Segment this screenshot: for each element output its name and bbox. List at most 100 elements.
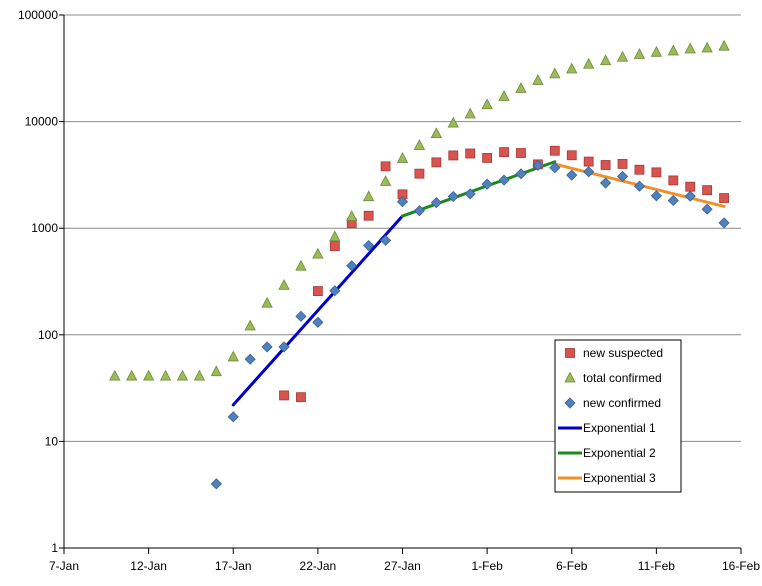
- new-confirmed-point: [312, 316, 324, 328]
- legend-swatch-new-confirmed: [564, 397, 576, 409]
- total-confirmed-point: [126, 369, 138, 381]
- total-confirmed-point: [583, 57, 595, 69]
- markers-layer: [109, 39, 730, 490]
- new-confirmed-point: [380, 234, 392, 246]
- new-suspected-point: [702, 185, 713, 196]
- new-suspected-point: [431, 157, 442, 168]
- new-suspected-point: [549, 145, 560, 156]
- y-tick-label: 10: [45, 434, 59, 448]
- new-confirmed-point: [244, 353, 256, 365]
- legend-label: Exponential 2: [583, 446, 656, 460]
- new-suspected-point: [634, 164, 645, 175]
- total-confirmed-point: [481, 98, 493, 110]
- total-confirmed-point: [566, 62, 578, 74]
- new-confirmed-point: [210, 478, 222, 490]
- total-confirmed-point: [650, 45, 663, 57]
- new-suspected-point: [651, 167, 662, 178]
- new-suspected-point: [668, 175, 679, 186]
- x-tick-label: 22-Jan: [300, 559, 337, 573]
- total-confirmed-point: [549, 67, 561, 79]
- legend-label: Exponential 3: [583, 471, 656, 485]
- new-suspected-point: [465, 148, 476, 159]
- new-confirmed-point: [430, 197, 442, 209]
- new-confirmed-point: [633, 180, 646, 192]
- total-confirmed-point: [667, 44, 679, 56]
- legend-label: new suspected: [583, 346, 663, 360]
- axis-layer: 1 10 100 1000 10000 100000 7-Jan 12-Jan 17-Jan 22…: [18, 8, 760, 573]
- total-confirmed-point: [261, 296, 273, 308]
- new-confirmed-point: [549, 162, 561, 174]
- new-confirmed-point: [684, 190, 696, 202]
- total-confirmed-point: [295, 259, 307, 271]
- total-confirmed-point: [599, 54, 612, 66]
- new-suspected-point: [617, 159, 628, 169]
- new-suspected-point: [516, 148, 526, 158]
- new-confirmed-point: [413, 205, 425, 217]
- x-tick-label: 6-Feb: [556, 559, 588, 573]
- new-confirmed-point: [566, 169, 578, 181]
- new-suspected-point: [279, 390, 289, 401]
- legend-swatch-new-suspected: [565, 348, 575, 358]
- total-confirmed-point: [176, 369, 189, 381]
- new-suspected-point: [296, 392, 306, 403]
- new-suspected-point: [414, 168, 425, 179]
- total-confirmed-point: [464, 107, 476, 119]
- total-confirmed-point: [379, 175, 392, 186]
- new-suspected-point: [719, 193, 729, 203]
- x-tick-label: 1-Feb: [471, 559, 503, 573]
- total-confirmed-point: [616, 50, 629, 62]
- new-confirmed-point: [278, 341, 290, 353]
- new-suspected-point: [499, 147, 509, 158]
- new-confirmed-point: [498, 174, 510, 186]
- total-confirmed-point: [515, 82, 527, 93]
- new-suspected-point: [448, 150, 459, 161]
- new-confirmed-point: [718, 217, 730, 229]
- total-confirmed-point: [312, 247, 324, 259]
- new-suspected-point: [566, 150, 577, 161]
- new-confirmed-point: [346, 260, 358, 272]
- new-confirmed-point: [532, 159, 544, 171]
- new-suspected-point: [600, 160, 611, 170]
- new-confirmed-point: [616, 170, 629, 182]
- new-suspected-point: [380, 161, 391, 172]
- new-confirmed-point: [515, 168, 527, 180]
- y-tick-label: 100000: [18, 8, 58, 22]
- new-confirmed-point: [481, 178, 493, 190]
- total-confirmed-point: [718, 39, 730, 51]
- total-confirmed-point: [532, 74, 544, 85]
- total-confirmed-point: [142, 369, 155, 381]
- new-confirmed-point: [701, 203, 713, 215]
- total-confirmed-point: [329, 230, 341, 242]
- new-confirmed-point: [583, 166, 595, 178]
- total-confirmed-point: [227, 350, 239, 362]
- total-confirmed-point: [362, 190, 375, 202]
- x-tick-label: 11-Feb: [638, 559, 675, 573]
- legend-swatch-total-confirmed: [564, 371, 576, 383]
- new-confirmed-point: [363, 239, 375, 252]
- legend-label: new confirmed: [583, 396, 661, 410]
- y-tick-label: 1: [51, 541, 58, 555]
- legend: new suspected total confirmed new confirme…: [554, 339, 682, 493]
- x-tick-label: 16-Feb: [722, 559, 760, 573]
- new-suspected-point: [363, 210, 374, 221]
- new-suspected-point: [482, 153, 493, 163]
- total-confirmed-point: [346, 210, 358, 221]
- y-tick-label: 100: [38, 328, 58, 342]
- total-confirmed-point: [109, 369, 121, 381]
- new-confirmed-point: [447, 190, 459, 203]
- new-confirmed-point: [329, 285, 341, 297]
- x-tick-label: 7-Jan: [49, 559, 79, 573]
- total-confirmed-point: [210, 365, 222, 377]
- new-suspected-point: [583, 156, 594, 167]
- total-confirmed-point: [396, 152, 409, 163]
- y-tick-label: 1000: [31, 221, 58, 235]
- new-confirmed-point: [650, 190, 662, 202]
- x-tick-label: 12-Jan: [130, 559, 167, 573]
- exponential-2-line: [401, 160, 557, 218]
- new-confirmed-point: [227, 411, 239, 423]
- total-confirmed-point: [159, 369, 172, 381]
- total-confirmed-point: [244, 319, 256, 331]
- total-confirmed-point: [278, 278, 290, 290]
